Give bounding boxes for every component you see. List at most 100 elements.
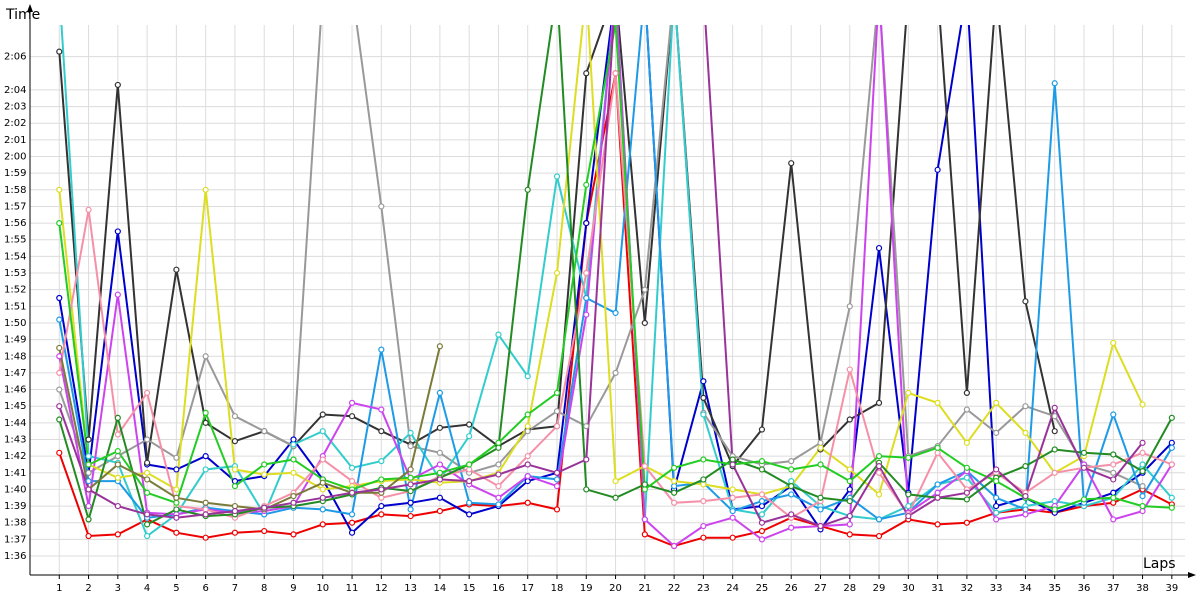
x-tick-label: 1 bbox=[56, 583, 62, 594]
point-marker bbox=[1022, 403, 1029, 410]
point-marker bbox=[348, 519, 356, 526]
point-marker bbox=[378, 203, 385, 210]
x-tick-label: 22 bbox=[668, 583, 681, 594]
point-marker bbox=[583, 311, 590, 318]
series-line bbox=[58, 346, 441, 511]
point-marker bbox=[56, 369, 63, 377]
x-tick-label: 18 bbox=[551, 583, 564, 594]
point-marker bbox=[934, 489, 941, 496]
point-marker bbox=[466, 461, 473, 468]
point-marker bbox=[202, 506, 209, 513]
point-marker bbox=[846, 512, 853, 520]
point-marker bbox=[583, 70, 590, 77]
point-marker bbox=[290, 436, 297, 443]
point-marker bbox=[553, 476, 561, 483]
point-marker bbox=[1110, 461, 1117, 468]
point-marker bbox=[144, 521, 151, 528]
point-marker bbox=[1051, 404, 1058, 411]
point-marker bbox=[114, 228, 121, 235]
point-marker bbox=[319, 411, 326, 418]
point-marker bbox=[700, 476, 707, 483]
point-marker bbox=[348, 413, 356, 420]
y-tick-label: 1:55 bbox=[4, 235, 26, 246]
point-marker bbox=[846, 521, 853, 528]
point-marker bbox=[846, 531, 853, 538]
y-tick-label: 1:50 bbox=[4, 318, 26, 329]
y-tick-label: 1:40 bbox=[4, 484, 26, 495]
point-marker bbox=[612, 478, 619, 485]
point-marker bbox=[56, 294, 63, 302]
point-marker bbox=[202, 511, 209, 518]
point-marker bbox=[1139, 502, 1146, 510]
point-marker bbox=[261, 471, 268, 478]
point-marker bbox=[963, 519, 970, 526]
point-marker bbox=[1051, 413, 1058, 420]
point-marker bbox=[1110, 469, 1117, 476]
series-line bbox=[58, 25, 1143, 488]
point-marker bbox=[729, 507, 736, 515]
point-marker bbox=[1022, 506, 1029, 513]
point-marker bbox=[993, 478, 1000, 485]
point-marker bbox=[466, 499, 473, 506]
x-tick-label: 29 bbox=[873, 583, 886, 594]
x-tick-label: 30 bbox=[902, 583, 915, 594]
y-axis-arrow bbox=[27, 4, 33, 12]
point-marker bbox=[553, 408, 561, 415]
point-marker bbox=[905, 389, 912, 396]
point-marker bbox=[524, 453, 531, 460]
point-marker bbox=[758, 491, 766, 498]
point-marker bbox=[700, 481, 707, 488]
point-marker bbox=[1022, 492, 1029, 500]
point-marker bbox=[963, 474, 970, 481]
point-marker bbox=[202, 409, 209, 416]
point-marker bbox=[466, 511, 473, 518]
y-tick-label: 2:01 bbox=[4, 135, 26, 146]
point-marker bbox=[202, 419, 209, 426]
point-marker bbox=[641, 319, 648, 327]
point-marker bbox=[875, 516, 883, 523]
point-marker bbox=[700, 378, 707, 385]
plot-area bbox=[56, 25, 1175, 550]
point-marker bbox=[817, 494, 824, 501]
point-marker bbox=[407, 506, 414, 513]
point-marker bbox=[378, 502, 385, 510]
point-marker bbox=[758, 426, 766, 433]
y-tick-label: 1:52 bbox=[4, 285, 26, 296]
x-tick-label: 28 bbox=[843, 583, 856, 594]
point-marker bbox=[495, 471, 502, 478]
y-tick-label: 2:02 bbox=[4, 118, 26, 129]
point-marker bbox=[524, 186, 531, 193]
point-marker bbox=[56, 449, 63, 456]
point-marker bbox=[788, 458, 795, 465]
x-tick-label: 24 bbox=[726, 583, 739, 594]
point-marker bbox=[1168, 444, 1175, 451]
point-marker bbox=[436, 424, 443, 431]
point-marker bbox=[1022, 429, 1029, 436]
x-tick-label: 34 bbox=[1019, 583, 1032, 594]
point-marker bbox=[875, 463, 883, 470]
point-marker bbox=[378, 476, 385, 483]
y-tick-label: 1:41 bbox=[4, 468, 26, 479]
point-marker bbox=[583, 219, 590, 227]
point-marker bbox=[1110, 489, 1117, 496]
point-marker bbox=[290, 492, 297, 500]
point-marker bbox=[788, 511, 795, 518]
y-tick-label: 1:48 bbox=[4, 351, 26, 362]
y-tick-label: 1:47 bbox=[4, 368, 26, 379]
point-marker bbox=[963, 389, 970, 396]
point-marker bbox=[290, 469, 297, 476]
point-marker bbox=[1051, 80, 1058, 87]
point-marker bbox=[173, 514, 180, 521]
point-marker bbox=[85, 436, 92, 443]
point-marker bbox=[1110, 451, 1117, 458]
point-marker bbox=[56, 48, 63, 55]
y-tick-label: 1:36 bbox=[4, 551, 26, 562]
point-marker bbox=[846, 366, 853, 373]
point-marker bbox=[114, 453, 121, 460]
point-marker bbox=[202, 186, 209, 193]
point-marker bbox=[758, 536, 766, 543]
point-marker bbox=[963, 489, 970, 496]
point-marker bbox=[671, 499, 678, 506]
point-marker bbox=[729, 461, 736, 468]
